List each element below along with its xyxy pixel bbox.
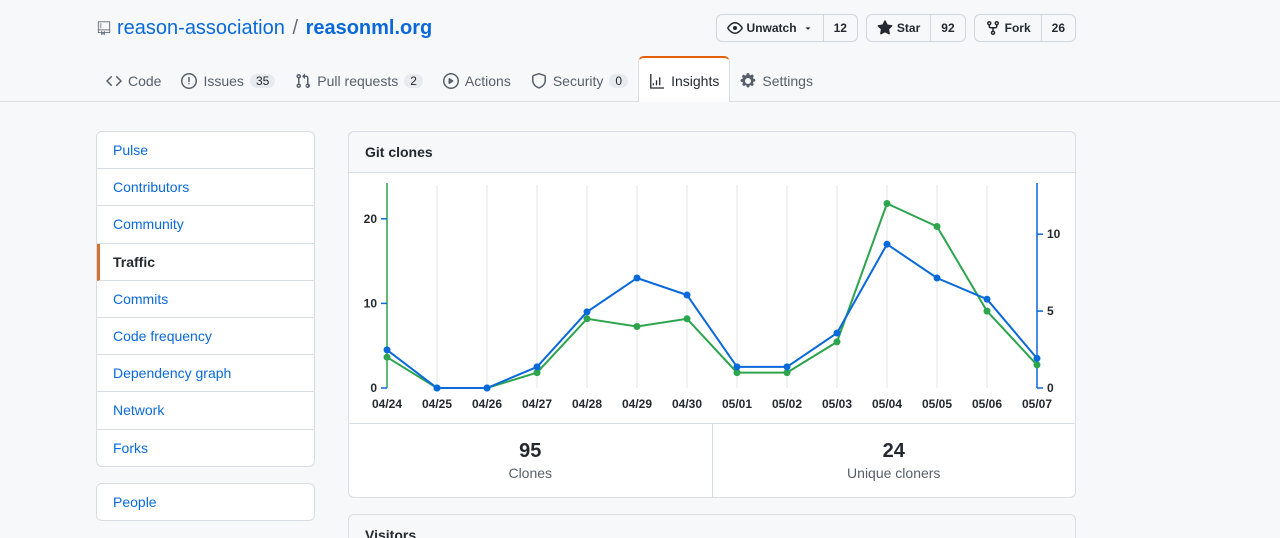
svg-text:04/25: 04/25 — [422, 397, 452, 411]
svg-text:05/06: 05/06 — [972, 397, 1002, 411]
svg-text:10: 10 — [1047, 227, 1061, 241]
svg-text:5: 5 — [1047, 304, 1054, 318]
svg-text:04/30: 04/30 — [672, 397, 702, 411]
svg-text:04/27: 04/27 — [522, 397, 552, 411]
svg-text:05/04: 05/04 — [872, 397, 902, 411]
svg-text:0: 0 — [370, 381, 377, 395]
svg-text:05/02: 05/02 — [772, 397, 802, 411]
svg-text:0: 0 — [1047, 381, 1054, 395]
svg-text:05/07: 05/07 — [1022, 397, 1052, 411]
svg-text:20: 20 — [364, 212, 378, 226]
svg-text:05/03: 05/03 — [822, 397, 852, 411]
svg-text:04/24: 04/24 — [372, 397, 402, 411]
svg-text:05/05: 05/05 — [922, 397, 952, 411]
svg-text:04/29: 04/29 — [622, 397, 652, 411]
svg-text:04/28: 04/28 — [572, 397, 602, 411]
svg-text:05/01: 05/01 — [722, 397, 752, 411]
svg-text:10: 10 — [364, 296, 378, 310]
svg-text:04/26: 04/26 — [472, 397, 502, 411]
